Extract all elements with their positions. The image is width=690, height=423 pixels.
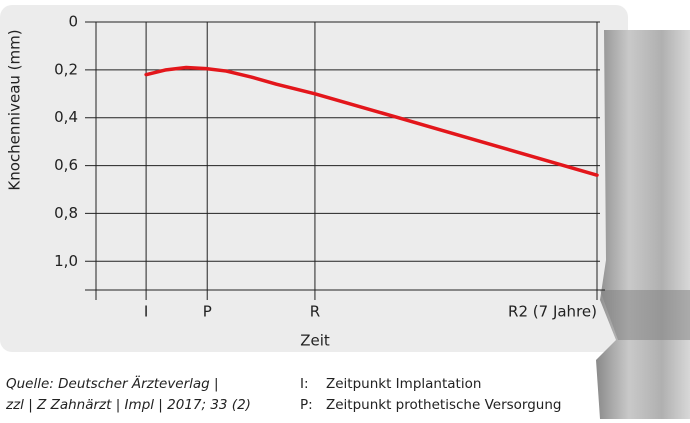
note-text: Zeitpunkt prothetische Versorgung <box>326 397 561 413</box>
source-line: zzl | Z Zahnärzt | Impl | 2017; 33 (2) <box>5 397 251 413</box>
x-tick-label: I <box>144 303 148 321</box>
y-tick-label: 0,8 <box>54 204 78 222</box>
page: {"chart_data": {"type": "line", "y_label… <box>0 0 690 419</box>
y-tick-label: 0 <box>68 13 78 31</box>
note-text: Zeitpunkt Implantation <box>326 376 481 392</box>
y-tick-label: 1,0 <box>54 252 78 270</box>
y-tick-label: 0,4 <box>54 108 78 126</box>
x-axis-title: Zeit <box>300 332 330 350</box>
note-key: I: <box>300 376 309 392</box>
x-tick-label: P <box>203 303 212 321</box>
y-axis-title: Knochenniveau (mm) <box>6 29 24 190</box>
y-tick-label: 0,6 <box>54 156 78 174</box>
source-line: Quelle: Deutscher Ärzteverlag | <box>6 374 219 392</box>
y-tick-label: 0,2 <box>54 60 78 78</box>
x-tick-label: R <box>310 303 320 321</box>
x-tick-label: R2 (7 Jahre) <box>508 303 597 321</box>
chart: Knochenniveau (mm) Zeit Quelle: Deutsche… <box>0 0 690 419</box>
note-key: P: <box>300 397 313 413</box>
implant-image <box>596 30 690 419</box>
chart-panel <box>0 5 628 352</box>
